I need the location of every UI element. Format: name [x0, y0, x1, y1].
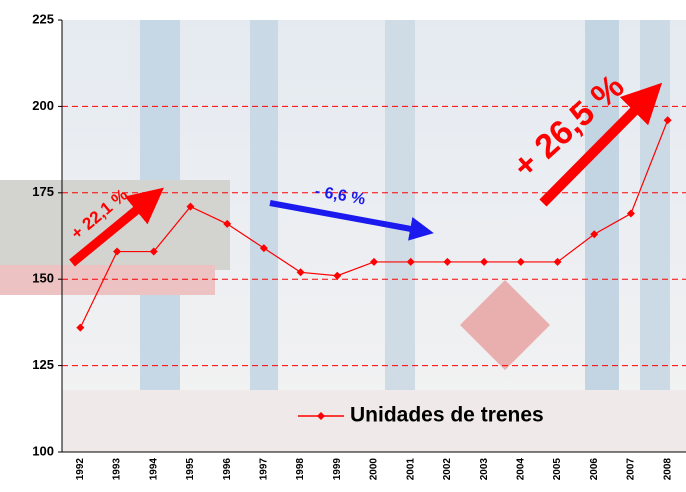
y-tick-label: 125 [32, 357, 54, 372]
x-tick-label: 1992 [75, 458, 86, 481]
y-tick-label: 225 [32, 11, 54, 26]
data-point [296, 268, 305, 277]
data-point [663, 116, 672, 125]
x-tick-label: 2007 [626, 458, 637, 481]
data-point [406, 257, 415, 266]
x-tick-label: 2002 [442, 458, 453, 481]
y-tick-label: 175 [32, 184, 54, 199]
x-tick-label: 1995 [185, 458, 196, 481]
arrow [69, 187, 164, 267]
data-point [333, 271, 342, 280]
x-tick-label: 2006 [589, 458, 600, 481]
y-tick-label: 200 [32, 98, 54, 113]
data-point [516, 257, 525, 266]
x-tick-label: 1998 [295, 458, 306, 481]
data-point [480, 257, 489, 266]
x-tick-label: 2001 [405, 458, 416, 481]
arrow [539, 82, 663, 207]
x-tick-label: 1999 [332, 458, 343, 481]
data-point [443, 257, 452, 266]
data-point [223, 219, 232, 228]
legend-label: Unidades de trenes [350, 404, 544, 427]
x-tick-label: 2005 [552, 458, 563, 481]
data-point [370, 257, 378, 266]
x-tick-label: 1993 [112, 458, 123, 481]
x-tick-label: 1997 [259, 458, 270, 481]
data-point [113, 247, 122, 256]
y-tick-label: 100 [32, 443, 54, 458]
x-tick-label: 1994 [148, 458, 159, 481]
y-tick-label: 150 [32, 271, 54, 286]
data-point [259, 244, 268, 253]
x-tick-label: 1996 [222, 458, 233, 481]
data-point [76, 323, 85, 332]
data-point [590, 230, 599, 239]
x-tick-label: 2004 [515, 458, 526, 481]
legend-marker [317, 412, 325, 420]
x-tick-label: 2008 [662, 458, 673, 481]
data-point [626, 209, 635, 218]
arrow [269, 200, 434, 241]
data-point [149, 247, 158, 256]
data-point [553, 257, 562, 266]
x-tick-label: 2003 [479, 458, 490, 481]
x-tick-label: 2000 [369, 458, 380, 481]
data-point [186, 202, 195, 211]
